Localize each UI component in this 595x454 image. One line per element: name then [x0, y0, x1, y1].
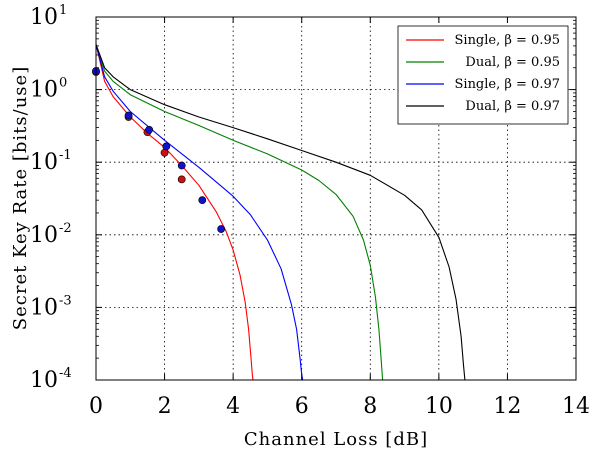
y-tick-label: 10 -4 [30, 366, 72, 393]
y-tick-base: 10 [30, 78, 58, 103]
y-tick-base: 10 [30, 295, 58, 320]
y-tick-base: 10 [30, 5, 58, 30]
y-tick-exponent: -2 [59, 221, 72, 236]
legend-item: Single, β = 0.97 [406, 77, 560, 92]
legend-box [397, 25, 569, 125]
y-tick-label: 10 -3 [30, 293, 72, 320]
x-tick-label: 12 [493, 394, 521, 419]
data-point-1 [162, 142, 171, 151]
y-tick-label: 10 -1 [30, 148, 72, 175]
legend-item: Dual, β = 0.95 [406, 55, 560, 70]
y-tick-exponent: -3 [59, 293, 72, 308]
x-axis-title: Channel Loss [dB] [244, 429, 428, 450]
legend-item: Single, β = 0.95 [406, 33, 560, 48]
legend-item: Dual, β = 0.97 [406, 99, 560, 114]
y-tick-exponent: 1 [59, 3, 67, 18]
y-tick-label: 10 0 [30, 76, 67, 103]
series-line-1 [95, 44, 384, 381]
data-point-1 [145, 125, 154, 134]
y-tick-label: 10 -2 [30, 221, 72, 248]
x-tick-label: 10 [425, 394, 453, 419]
x-tick-label: 6 [295, 394, 309, 419]
x-tick-label: 4 [226, 394, 240, 419]
x-tick-label: 14 [562, 394, 590, 419]
x-tick-label: 0 [89, 394, 103, 419]
legend: Single, β = 0.95 Dual, β = 0.95 Single, β … [397, 25, 569, 125]
legend-label: Dual, β = 0.97 [465, 99, 560, 114]
y-tick-exponent: -1 [59, 148, 72, 163]
axis-ticks [95, 16, 577, 381]
y-tick-base: 10 [30, 150, 58, 175]
data-point-1 [198, 196, 207, 205]
x-tick-label: 8 [363, 394, 377, 419]
x-tick-label: 2 [158, 394, 172, 419]
data-point-0 [177, 175, 186, 184]
y-tick-exponent: 0 [59, 76, 67, 91]
series-line-0 [95, 44, 254, 381]
legend-label: Dual, β = 0.95 [465, 55, 560, 70]
series-line-2 [95, 44, 304, 381]
data-point-1 [177, 161, 186, 170]
series-line-3 [95, 44, 466, 381]
y-tick-base: 10 [30, 368, 58, 393]
data-markers [92, 67, 226, 233]
legend-label: Single, β = 0.95 [455, 33, 561, 48]
legend-label: Single, β = 0.97 [455, 77, 561, 92]
y-axis-title: Secret Key Rate [bits/use] [10, 66, 31, 330]
y-tick-exponent: -4 [59, 366, 72, 381]
data-point-1 [217, 225, 226, 233]
data-point-1 [124, 111, 133, 120]
x-tick-labels: 0 2 4 6 8 10 12 14 [89, 394, 590, 419]
y-tick-base: 10 [30, 223, 58, 248]
plot-frame [95, 16, 577, 381]
y-tick-label: 10 1 [30, 3, 67, 30]
data-lines [95, 44, 466, 381]
